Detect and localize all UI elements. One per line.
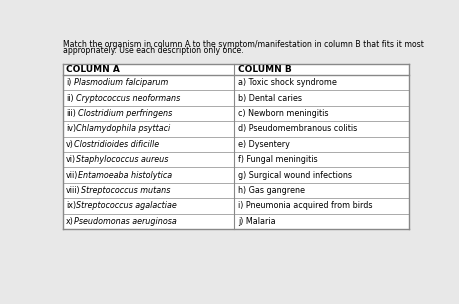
Text: Match the organism in column A to the symptom/manifestation in column B that fit: Match the organism in column A to the sy… (63, 40, 423, 49)
Text: Clostridioides dificille: Clostridioides dificille (73, 140, 158, 149)
Text: i) Pneumonia acquired from birds: i) Pneumonia acquired from birds (238, 201, 372, 210)
Text: Streptococcus agalactiae: Streptococcus agalactiae (76, 201, 176, 210)
Text: Staphylococcus aureus: Staphylococcus aureus (76, 155, 168, 164)
Text: Streptococcus mutans: Streptococcus mutans (81, 186, 170, 195)
Text: COLUMN B: COLUMN B (238, 65, 291, 74)
Text: b) Dental caries: b) Dental caries (238, 94, 302, 102)
Text: Chlamydophila psyttaci: Chlamydophila psyttaci (76, 124, 170, 133)
Text: g) Surgical wound infections: g) Surgical wound infections (238, 171, 351, 180)
Text: Plasmodium falciparum: Plasmodium falciparum (73, 78, 168, 87)
Text: ix): ix) (66, 201, 76, 210)
Bar (63, 64, 408, 229)
Text: vi): vi) (66, 155, 76, 164)
Text: Entamoeaba histolytica: Entamoeaba histolytica (78, 171, 172, 180)
Text: i): i) (66, 78, 71, 87)
Text: v): v) (66, 140, 74, 149)
Text: vii): vii) (66, 171, 78, 180)
Text: COLUMN A: COLUMN A (66, 65, 120, 74)
Text: Cryptococcus neoformans: Cryptococcus neoformans (76, 94, 180, 102)
Text: e) Dysentery: e) Dysentery (238, 140, 289, 149)
Text: ii): ii) (66, 94, 73, 102)
Text: f) Fungal meningitis: f) Fungal meningitis (238, 155, 317, 164)
Text: c) Newborn meningitis: c) Newborn meningitis (238, 109, 328, 118)
Text: iv): iv) (66, 124, 76, 133)
Text: viii): viii) (66, 186, 80, 195)
Text: Clostridium perfringens: Clostridium perfringens (78, 109, 172, 118)
Text: a) Toxic shock syndrome: a) Toxic shock syndrome (238, 78, 336, 87)
Text: j) Malaria: j) Malaria (238, 217, 275, 226)
Text: iii): iii) (66, 109, 76, 118)
Text: h) Gas gangrene: h) Gas gangrene (238, 186, 304, 195)
Text: Pseudomonas aeruginosa: Pseudomonas aeruginosa (73, 217, 176, 226)
Text: appropriately. Use each description only once.: appropriately. Use each description only… (63, 47, 243, 56)
Text: d) Pseudomembranous colitis: d) Pseudomembranous colitis (238, 124, 357, 133)
Text: x): x) (66, 217, 74, 226)
